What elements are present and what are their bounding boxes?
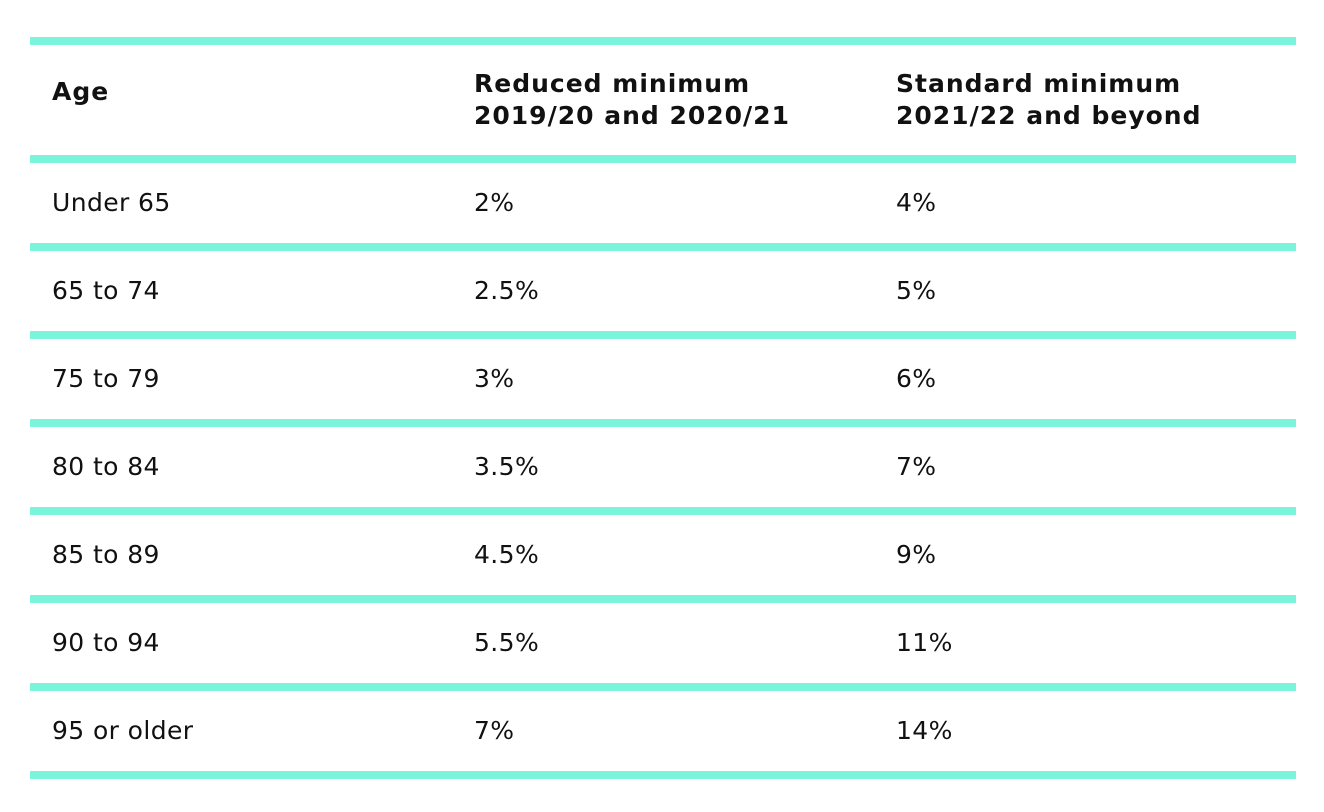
- age-cell: 85 to 89: [52, 540, 160, 569]
- table-rule: [30, 507, 1296, 515]
- reduced-minimum-cell: 7%: [474, 716, 515, 745]
- table-row: 85 to 89 4.5% 9%: [30, 515, 1296, 595]
- standard-minimum-cell: 6%: [896, 364, 937, 393]
- reduced-minimum-cell: 2.5%: [474, 276, 540, 305]
- age-cell: 95 or older: [52, 716, 194, 745]
- header-standard-minimum-line-2: 2021/22 and beyond: [896, 101, 1202, 130]
- table-rule: [30, 155, 1296, 163]
- table-row: 75 to 79 3% 6%: [30, 339, 1296, 419]
- header-reduced-minimum-line-2: 2019/20 and 2020/21: [474, 101, 790, 130]
- table-row: 65 to 74 2.5% 5%: [30, 251, 1296, 331]
- table-rule: [30, 331, 1296, 339]
- table-header-row: Age Reduced minimum 2019/20 and 2020/21 …: [30, 45, 1296, 155]
- reduced-minimum-cell: 2%: [474, 188, 515, 217]
- minimum-drawdown-rates-table: Age Reduced minimum 2019/20 and 2020/21 …: [30, 37, 1296, 779]
- table-rule: [30, 243, 1296, 251]
- header-standard-minimum: Standard minimum 2021/22 and beyond: [874, 68, 1296, 132]
- header-reduced-minimum-line-1: Reduced minimum: [474, 69, 751, 98]
- table-row: Under 65 2% 4%: [30, 163, 1296, 243]
- table-rule: [30, 683, 1296, 691]
- age-cell: Under 65: [52, 188, 171, 217]
- table-rule: [30, 419, 1296, 427]
- table-row: 80 to 84 3.5% 7%: [30, 427, 1296, 507]
- table-bottom-rule: [30, 771, 1296, 779]
- table-row: 90 to 94 5.5% 11%: [30, 603, 1296, 683]
- header-reduced-minimum: Reduced minimum 2019/20 and 2020/21: [452, 68, 874, 132]
- table-top-rule: [30, 37, 1296, 45]
- reduced-minimum-cell: 4.5%: [474, 540, 540, 569]
- standard-minimum-cell: 4%: [896, 188, 937, 217]
- reduced-minimum-cell: 3.5%: [474, 452, 540, 481]
- age-cell: 80 to 84: [52, 452, 160, 481]
- standard-minimum-cell: 5%: [896, 276, 937, 305]
- table-rule: [30, 595, 1296, 603]
- table-row: 95 or older 7% 14%: [30, 691, 1296, 771]
- age-cell: 65 to 74: [52, 276, 160, 305]
- standard-minimum-cell: 11%: [896, 628, 953, 657]
- reduced-minimum-cell: 3%: [474, 364, 515, 393]
- header-age: Age: [30, 45, 452, 108]
- standard-minimum-cell: 7%: [896, 452, 937, 481]
- age-cell: 75 to 79: [52, 364, 160, 393]
- header-standard-minimum-line-1: Standard minimum: [896, 69, 1182, 98]
- standard-minimum-cell: 9%: [896, 540, 937, 569]
- standard-minimum-cell: 14%: [896, 716, 953, 745]
- reduced-minimum-cell: 5.5%: [474, 628, 540, 657]
- header-age-label: Age: [52, 77, 110, 106]
- age-cell: 90 to 94: [52, 628, 160, 657]
